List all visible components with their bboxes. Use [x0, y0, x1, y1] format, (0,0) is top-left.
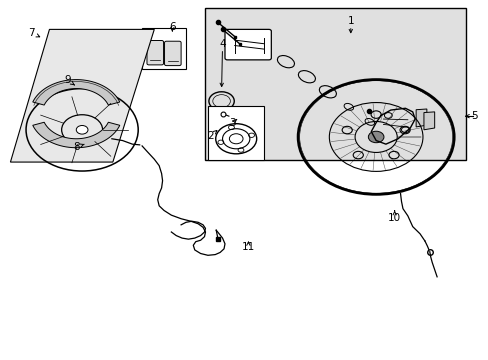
Polygon shape — [33, 80, 120, 105]
FancyBboxPatch shape — [142, 28, 185, 69]
Text: 7: 7 — [28, 28, 35, 38]
FancyBboxPatch shape — [205, 8, 466, 160]
Circle shape — [367, 131, 383, 143]
Text: 2: 2 — [206, 131, 213, 141]
Text: 10: 10 — [387, 213, 401, 222]
Polygon shape — [33, 122, 120, 148]
FancyBboxPatch shape — [224, 30, 271, 60]
Circle shape — [76, 126, 88, 134]
Text: 6: 6 — [169, 22, 175, 32]
Text: 5: 5 — [470, 111, 477, 121]
Text: 11: 11 — [241, 242, 255, 252]
Text: 4: 4 — [219, 40, 225, 49]
FancyBboxPatch shape — [207, 107, 264, 160]
Text: 1: 1 — [347, 17, 353, 27]
Polygon shape — [415, 109, 426, 127]
FancyBboxPatch shape — [147, 41, 163, 65]
Text: 3: 3 — [229, 118, 236, 128]
Text: 8: 8 — [73, 142, 80, 152]
FancyBboxPatch shape — [164, 41, 181, 66]
Polygon shape — [10, 30, 154, 162]
Text: 9: 9 — [64, 75, 71, 85]
Polygon shape — [423, 112, 434, 130]
